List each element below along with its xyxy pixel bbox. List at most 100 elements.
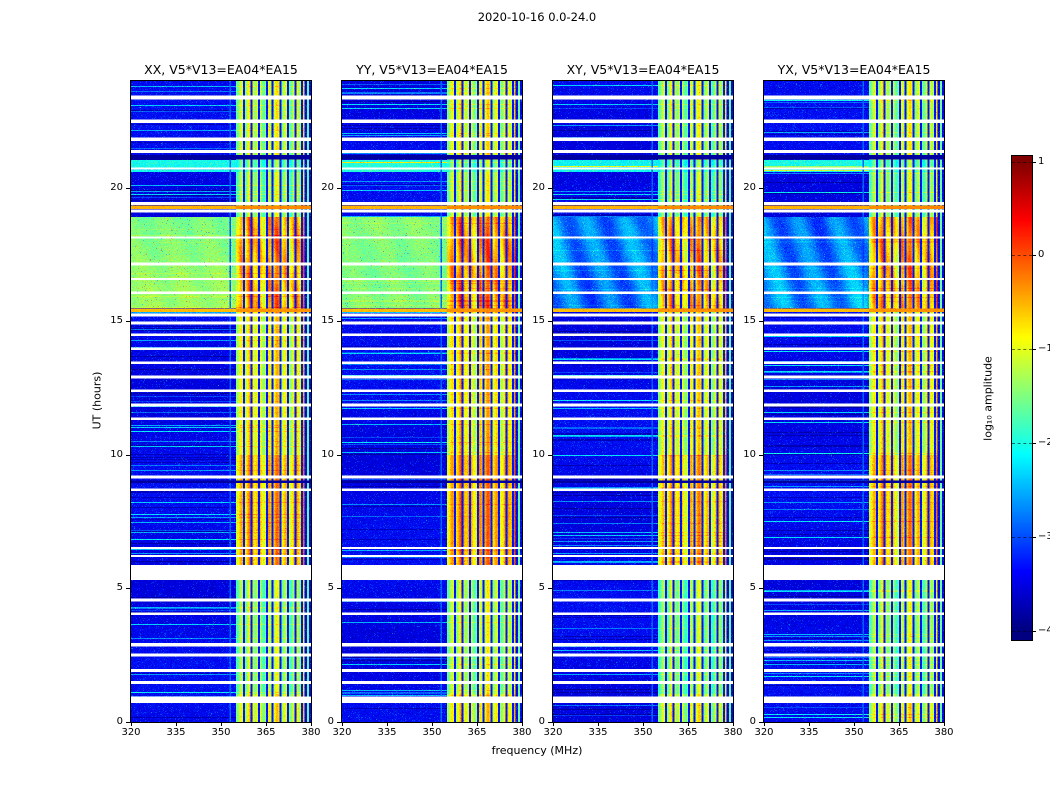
colorbar-tick-dash bbox=[1012, 349, 1032, 351]
x-tick-label: 365 bbox=[889, 727, 909, 738]
x-tick-label: 335 bbox=[166, 727, 186, 738]
x-tick-mark bbox=[387, 722, 388, 726]
y-tick-mark bbox=[337, 454, 341, 456]
y-tick-mark bbox=[759, 187, 763, 189]
y-tick-label: 0 bbox=[116, 716, 123, 727]
colorbar-tick-mark bbox=[1032, 536, 1036, 538]
colorbar-tick-label: −3 bbox=[1038, 530, 1050, 542]
y-tick-mark bbox=[337, 588, 341, 590]
x-axis-label: frequency (MHz) bbox=[491, 744, 583, 757]
y-tick-label: 5 bbox=[538, 582, 545, 594]
y-tick-label: 0 bbox=[327, 716, 334, 727]
x-tick-label: 365 bbox=[467, 727, 487, 738]
panel-yy: YY, V5*V13=EA04*EA15 bbox=[341, 62, 523, 723]
panel-title-yx: YX, V5*V13=EA04*EA15 bbox=[777, 62, 931, 77]
y-tick-label: 20 bbox=[743, 181, 756, 193]
x-tick-mark bbox=[221, 722, 222, 726]
x-tick-mark bbox=[598, 722, 599, 726]
x-tick-label: 380 bbox=[301, 727, 321, 738]
colorbar-label: log₁₀ amplitude bbox=[981, 356, 995, 441]
spectrogram-canvas-yx bbox=[764, 81, 944, 722]
panel-xy: XY, V5*V13=EA04*EA15 bbox=[552, 62, 734, 723]
x-tick-mark bbox=[311, 722, 312, 726]
colorbar-tick-label: 1 bbox=[1038, 155, 1045, 167]
panel-xx: XX, V5*V13=EA04*EA15 bbox=[130, 62, 312, 723]
spectrogram-canvas-yy bbox=[342, 81, 522, 722]
x-tick-mark bbox=[342, 722, 343, 726]
y-tick-label: 20 bbox=[321, 181, 334, 193]
colorbar-tick-label: −2 bbox=[1038, 437, 1050, 449]
panel-title-xy: XY, V5*V13=EA04*EA15 bbox=[566, 62, 720, 77]
colorbar-tick-label: 0 bbox=[1038, 249, 1045, 261]
x-tick-label: 320 bbox=[121, 727, 141, 738]
colorbar-tick-mark bbox=[1032, 349, 1036, 351]
x-tick-mark bbox=[688, 722, 689, 726]
y-tick-mark bbox=[548, 187, 552, 189]
y-tick-mark bbox=[759, 722, 763, 723]
y-tick-label: 10 bbox=[110, 448, 123, 460]
x-tick-label: 350 bbox=[422, 727, 442, 738]
colorbar-tick-dash bbox=[1012, 443, 1032, 445]
y-tick-label: 20 bbox=[110, 181, 123, 193]
x-tick-label: 320 bbox=[543, 727, 563, 738]
colorbar-tick-dash bbox=[1012, 255, 1032, 257]
x-tick-mark bbox=[643, 722, 644, 726]
y-tick-label: 5 bbox=[749, 582, 756, 594]
x-tick-mark bbox=[553, 722, 554, 726]
x-tick-mark bbox=[522, 722, 523, 726]
x-tick-mark bbox=[854, 722, 855, 726]
colorbar-tick-mark bbox=[1032, 161, 1036, 163]
y-tick-mark bbox=[126, 588, 130, 590]
y-tick-label: 15 bbox=[743, 315, 756, 327]
y-tick-label: 15 bbox=[532, 315, 545, 327]
x-tick-mark bbox=[944, 722, 945, 726]
y-tick-mark bbox=[759, 588, 763, 590]
y-tick-mark bbox=[126, 321, 130, 323]
colorbar bbox=[1011, 155, 1033, 641]
x-tick-mark bbox=[432, 722, 433, 726]
colorbar-tick-mark bbox=[1032, 630, 1036, 632]
colorbar-gradient bbox=[1012, 156, 1032, 640]
x-tick-label: 380 bbox=[934, 727, 954, 738]
colorbar-tick-dash bbox=[1012, 536, 1032, 538]
y-tick-mark bbox=[548, 454, 552, 456]
x-tick-mark bbox=[764, 722, 765, 726]
x-tick-label: 350 bbox=[844, 727, 864, 738]
y-tick-mark bbox=[337, 187, 341, 189]
y-tick-mark bbox=[759, 321, 763, 323]
y-axis-label: UT (hours) bbox=[90, 371, 104, 430]
y-tick-mark bbox=[548, 321, 552, 323]
x-tick-label: 335 bbox=[799, 727, 819, 738]
spectrogram-canvas-xx bbox=[131, 81, 311, 722]
x-tick-label: 350 bbox=[211, 727, 231, 738]
y-tick-mark bbox=[548, 722, 552, 723]
colorbar-tick-mark bbox=[1032, 443, 1036, 445]
x-tick-mark bbox=[899, 722, 900, 726]
x-tick-label: 365 bbox=[678, 727, 698, 738]
spectrogram-canvas-xy bbox=[553, 81, 733, 722]
colorbar-tick-label: −1 bbox=[1038, 343, 1050, 355]
figure-title: 2020-10-16 0.0-24.0 bbox=[477, 10, 597, 24]
y-tick-mark bbox=[126, 722, 130, 723]
y-tick-label: 0 bbox=[749, 716, 756, 727]
x-tick-label: 380 bbox=[512, 727, 532, 738]
x-tick-label: 365 bbox=[256, 727, 276, 738]
y-tick-label: 0 bbox=[538, 716, 545, 727]
y-tick-label: 15 bbox=[110, 315, 123, 327]
x-tick-label: 380 bbox=[723, 727, 743, 738]
y-tick-mark bbox=[126, 187, 130, 189]
x-tick-label: 320 bbox=[754, 727, 774, 738]
x-tick-label: 320 bbox=[332, 727, 352, 738]
y-tick-label: 10 bbox=[532, 448, 545, 460]
x-tick-label: 350 bbox=[633, 727, 653, 738]
colorbar-tick-dash bbox=[1012, 161, 1032, 163]
y-tick-label: 20 bbox=[532, 181, 545, 193]
x-tick-mark bbox=[131, 722, 132, 726]
y-tick-mark bbox=[337, 321, 341, 323]
x-tick-mark bbox=[477, 722, 478, 726]
colorbar-tick-mark bbox=[1032, 255, 1036, 257]
panel-title-xx: XX, V5*V13=EA04*EA15 bbox=[144, 62, 298, 77]
x-tick-mark bbox=[266, 722, 267, 726]
y-tick-label: 10 bbox=[321, 448, 334, 460]
